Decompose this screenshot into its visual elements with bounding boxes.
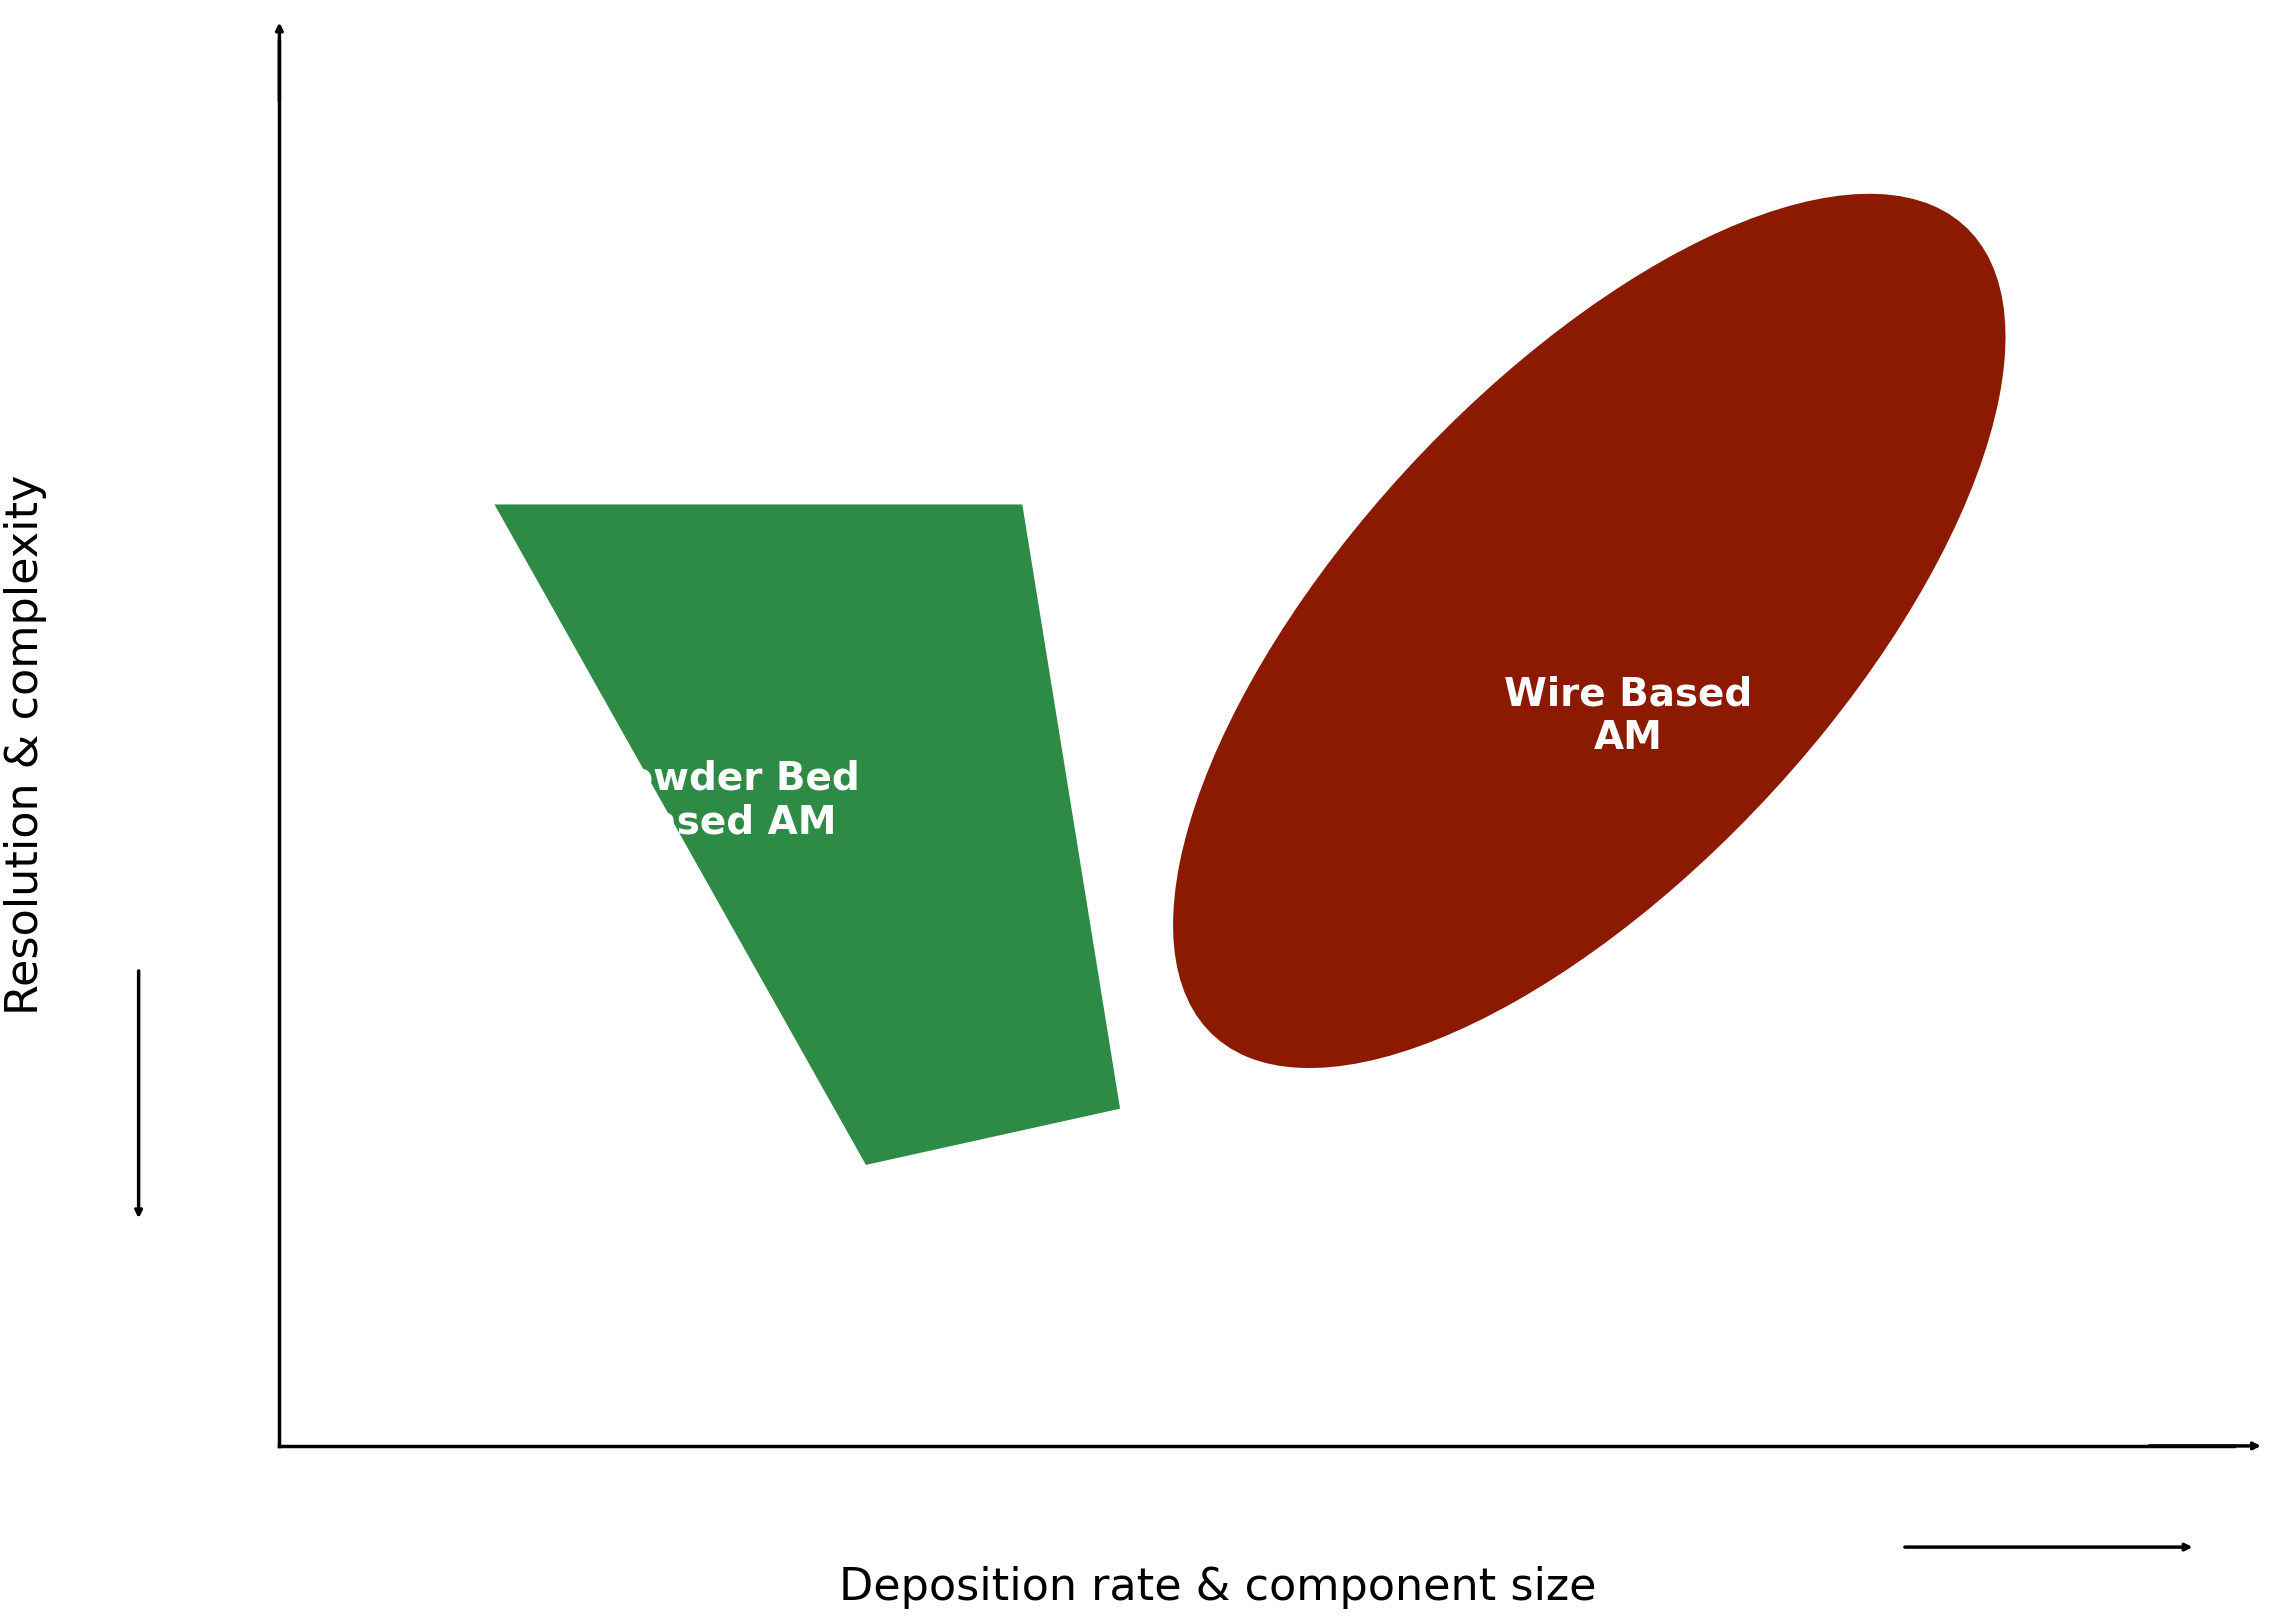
Ellipse shape (1174, 195, 2005, 1068)
Text: Powder Bed
Based AM: Powder Bed Based AM (598, 760, 861, 841)
Text: Resolution & complexity: Resolution & complexity (5, 474, 46, 1014)
Text: Deposition rate & component size: Deposition rate & component size (838, 1566, 1597, 1608)
Polygon shape (493, 505, 1119, 1165)
Text: Wire Based
AM: Wire Based AM (1505, 675, 1752, 756)
